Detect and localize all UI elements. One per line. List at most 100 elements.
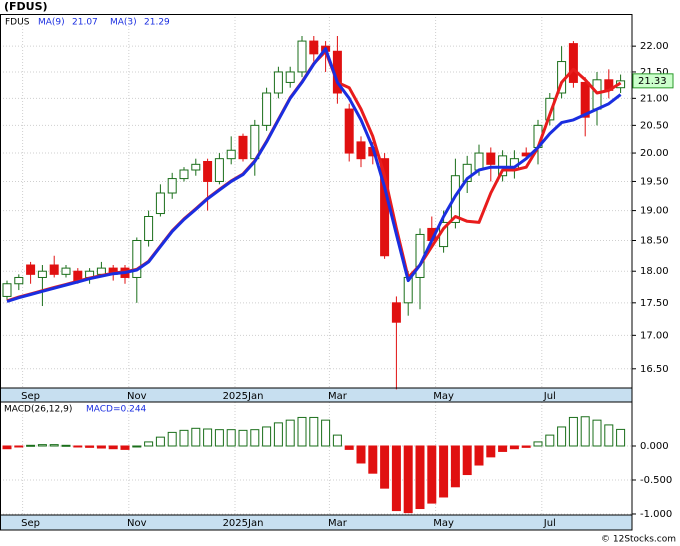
macd-bar — [2, 445, 12, 450]
candle-body — [273, 71, 283, 94]
x-tick-label: Nov — [127, 391, 147, 402]
chart-title: (FDUS) — [4, 0, 48, 13]
y-tick-label: 19.00 — [640, 206, 669, 217]
candle-body — [26, 264, 36, 275]
y-tick-label: 17.50 — [640, 298, 669, 309]
macd-bar — [380, 445, 390, 489]
candle-body — [309, 40, 319, 55]
macd-bar — [604, 424, 614, 447]
macd-bar — [132, 445, 142, 448]
candle-body — [155, 192, 165, 215]
macd-bar — [49, 444, 59, 447]
macd-bar — [332, 434, 342, 447]
macd-bar — [391, 445, 401, 512]
macd-bar — [309, 416, 319, 447]
macd-bar — [262, 426, 272, 447]
macd-bar — [521, 445, 531, 448]
macd-bar — [120, 445, 130, 450]
y-tick-label: 16.50 — [640, 364, 669, 375]
y-tick-label: 21.50 — [640, 67, 669, 78]
y-tick-label: -0.500 — [640, 475, 672, 486]
macd-bar — [238, 429, 248, 447]
macd-bar — [498, 445, 508, 452]
footer: © 12Stocks.com — [601, 535, 676, 545]
macd-bar — [415, 445, 425, 510]
macd-bar — [273, 422, 283, 447]
legend-entry: MA(9) — [38, 18, 65, 28]
macd-bar — [73, 445, 83, 448]
macd-bar — [61, 444, 71, 447]
x-axis-strip — [0, 387, 633, 403]
y-tick-label: -1.000 — [640, 509, 672, 520]
macd-bar — [568, 416, 578, 447]
macd-bar — [557, 426, 567, 447]
macd-bar — [592, 419, 602, 447]
macd-bar — [167, 431, 177, 447]
candle-body — [226, 149, 236, 160]
candle-body — [545, 97, 555, 121]
candle-body — [474, 152, 484, 171]
x-tick-label: May — [433, 391, 454, 402]
macd-bar — [144, 441, 154, 447]
candle-body — [262, 92, 272, 126]
x-tick-label: 2025Jan — [223, 391, 264, 402]
macd-bar — [321, 419, 331, 447]
x-tick-label: Jul — [543, 518, 556, 529]
y-tick-label: 20.00 — [640, 148, 669, 159]
ma-line — [6, 47, 622, 303]
candle-body — [238, 135, 248, 160]
macd-bar — [486, 445, 496, 458]
macd-bar — [474, 445, 484, 466]
candle-body — [37, 270, 47, 278]
macd-bar — [26, 444, 36, 447]
y-tick-label: 20.50 — [640, 120, 669, 131]
x-tick-label: Sep — [21, 391, 40, 402]
y-tick-label: 18.50 — [640, 235, 669, 246]
macd-bar — [533, 441, 543, 447]
y-tick-label: 19.50 — [640, 176, 669, 187]
x-tick-label: May — [433, 518, 454, 529]
y-tick-label: 22.00 — [640, 41, 669, 52]
macd-bar — [616, 428, 626, 447]
macd-bar — [285, 419, 295, 447]
macd-bar — [37, 444, 47, 447]
candle-body — [344, 108, 354, 154]
legend-entry: MA(3) — [110, 18, 137, 28]
macd-bar — [403, 445, 413, 514]
macd-bar — [462, 445, 472, 476]
macd-bar — [226, 429, 236, 447]
candle-body — [391, 302, 401, 323]
candle-body — [144, 215, 154, 241]
candle-body — [61, 267, 71, 275]
legend-value: 21.29 — [144, 18, 170, 28]
candle-body — [167, 178, 177, 194]
macd-title: MACD(26,12,9) — [4, 405, 72, 415]
candle-body — [568, 43, 578, 83]
macd-bar — [356, 445, 366, 464]
macd-legend: MACD=0.244 — [86, 405, 147, 415]
macd-bar — [344, 445, 354, 450]
x-tick-label: Sep — [21, 518, 40, 529]
candle-body — [203, 160, 213, 182]
macd-bar — [155, 436, 165, 447]
candle-body — [49, 264, 59, 275]
x-tick-label: Nov — [127, 518, 147, 529]
y-tick-label: 0.000 — [640, 441, 669, 452]
x-tick-label: Jul — [543, 391, 556, 402]
candle-body — [356, 141, 366, 160]
macd-bar — [214, 429, 224, 447]
macd-bar — [191, 427, 201, 447]
last-price: 21.33 — [638, 76, 667, 87]
macd-bar — [439, 445, 449, 498]
y-tick-label: 18.00 — [640, 266, 669, 277]
macd-bar — [450, 445, 460, 488]
macd-frame — [0, 401, 633, 516]
x-tick-label: 2025Jan — [223, 518, 264, 529]
candle-body — [462, 163, 472, 182]
macd-bar — [179, 429, 189, 447]
candle-body — [486, 152, 496, 165]
candle-body — [285, 71, 295, 83]
legend-value: 21.07 — [72, 18, 98, 28]
candle-body — [297, 40, 307, 73]
macd-bar — [108, 445, 118, 450]
